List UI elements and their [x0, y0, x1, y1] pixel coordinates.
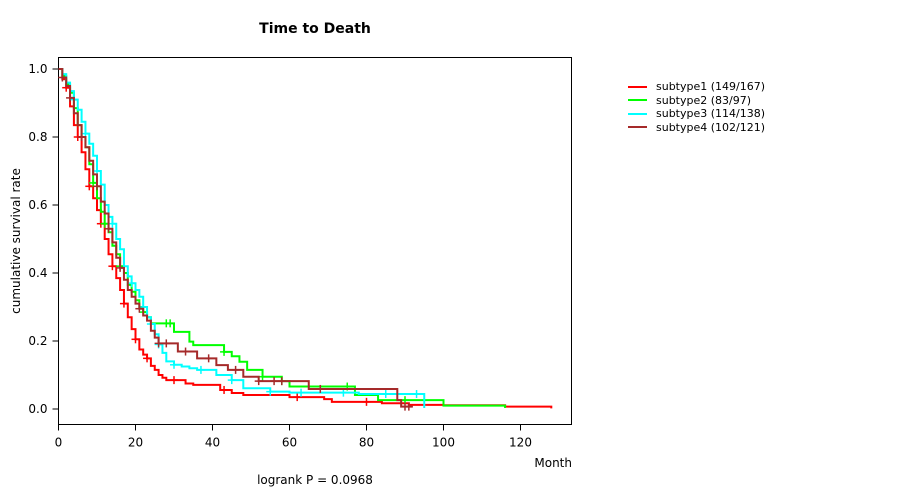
- legend-item: subtype2 (83/97): [628, 94, 765, 108]
- legend-label: subtype4 (102/121): [656, 120, 766, 134]
- x-tick-label: 100: [432, 436, 455, 450]
- x-tick-label: 60: [282, 436, 297, 450]
- y-tick-label: 0.0: [28, 402, 47, 416]
- legend-item: subtype3 (114/138): [628, 107, 765, 121]
- x-tick-label: 120: [509, 436, 532, 450]
- legend-label: subtype1 (149/167): [656, 80, 766, 94]
- plot-box: [58, 57, 572, 425]
- km-curve: [58, 68, 426, 408]
- legend: subtype1 (149/167) subtype2 (83/97) subtyp…: [628, 80, 765, 134]
- legend-swatch: [628, 99, 647, 102]
- x-tick-label: 0: [55, 436, 63, 450]
- legend-item: subtype4 (102/121): [628, 121, 765, 135]
- legend-label: subtype2 (83/97): [656, 93, 752, 107]
- y-tick-label: 1.0: [28, 62, 47, 76]
- chart-title: Time to Death: [259, 21, 371, 37]
- legend-swatch: [628, 85, 647, 88]
- y-tick-label: 0.4: [28, 266, 47, 280]
- x-tick-label: 80: [359, 436, 374, 450]
- legend-swatch: [628, 112, 647, 115]
- y-tick-label: 0.8: [28, 130, 47, 144]
- x-tick-label: 40: [205, 436, 220, 450]
- x-axis-label: Month: [534, 456, 572, 470]
- km-curve: [58, 68, 553, 409]
- legend-item: subtype1 (149/167): [628, 80, 765, 94]
- legend-swatch: [628, 126, 647, 129]
- y-tick-label: 0.2: [28, 334, 47, 348]
- x-tick-label: 20: [128, 436, 143, 450]
- legend-label: subtype3 (114/138): [656, 107, 766, 121]
- y-tick-label: 0.6: [28, 198, 47, 212]
- logrank-p-value: logrank P = 0.0968: [257, 473, 373, 487]
- km-curve: [58, 68, 507, 408]
